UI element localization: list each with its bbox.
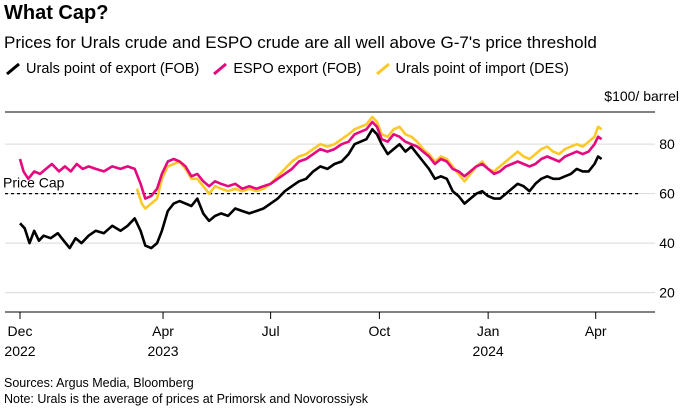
y-tick-label: 80 — [659, 136, 675, 152]
legend-item-espo-fob: ESPO export (FOB) — [213, 61, 361, 77]
price-cap-label: Price Cap — [3, 175, 65, 191]
legend-swatch-urals-des — [375, 63, 390, 76]
legend-swatch-espo-fob — [213, 63, 228, 76]
x-tick-label: Apr — [152, 323, 174, 339]
x-tick-year-label: 2024 — [473, 343, 504, 359]
x-tick-year-label: 2023 — [147, 343, 178, 359]
series-line-1 — [18, 120, 603, 200]
chart-title: What Cap? — [4, 2, 109, 24]
legend-item-urals-fob: Urals point of export (FOB) — [6, 61, 199, 77]
chart-subtitle: Prices for Urals crude and ESPO crude ar… — [4, 33, 597, 52]
x-tick-label: Jan — [477, 323, 500, 339]
footer-note: Note: Urals is the average of prices at … — [4, 392, 369, 406]
y-tick-label: 20 — [659, 285, 675, 301]
legend-label-urals-fob: Urals point of export (FOB) — [26, 61, 200, 77]
chart-legend: Urals point of export (FOB) ESPO export … — [6, 61, 579, 77]
y-tick-label: 40 — [659, 235, 675, 251]
series-line-2 — [135, 115, 603, 210]
x-tick-label: Apr — [585, 323, 607, 339]
footer-source: Sources: Argus Media, Bloomberg — [4, 376, 194, 390]
legend-item-urals-des: Urals point of import (DES) — [375, 61, 569, 77]
legend-swatch-urals-fob — [6, 63, 20, 76]
series-line-0 — [19, 128, 603, 250]
y-axis-unit-label: $100/ barrel — [604, 88, 679, 104]
x-tick-label: Jul — [262, 323, 280, 339]
x-tick-label: Dec — [8, 323, 33, 339]
x-tick-year-label: 2022 — [4, 343, 35, 359]
legend-label-espo-fob: ESPO export (FOB) — [233, 61, 362, 77]
y-tick-label: 60 — [659, 186, 675, 202]
x-tick-label: Oct — [368, 323, 390, 339]
legend-label-urals-des: Urals point of import (DES) — [395, 61, 569, 77]
